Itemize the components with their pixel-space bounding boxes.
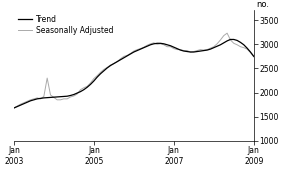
Legend: Trend, Seasonally Adjusted: Trend, Seasonally Adjusted (18, 14, 114, 35)
Y-axis label: no.: no. (256, 0, 269, 9)
